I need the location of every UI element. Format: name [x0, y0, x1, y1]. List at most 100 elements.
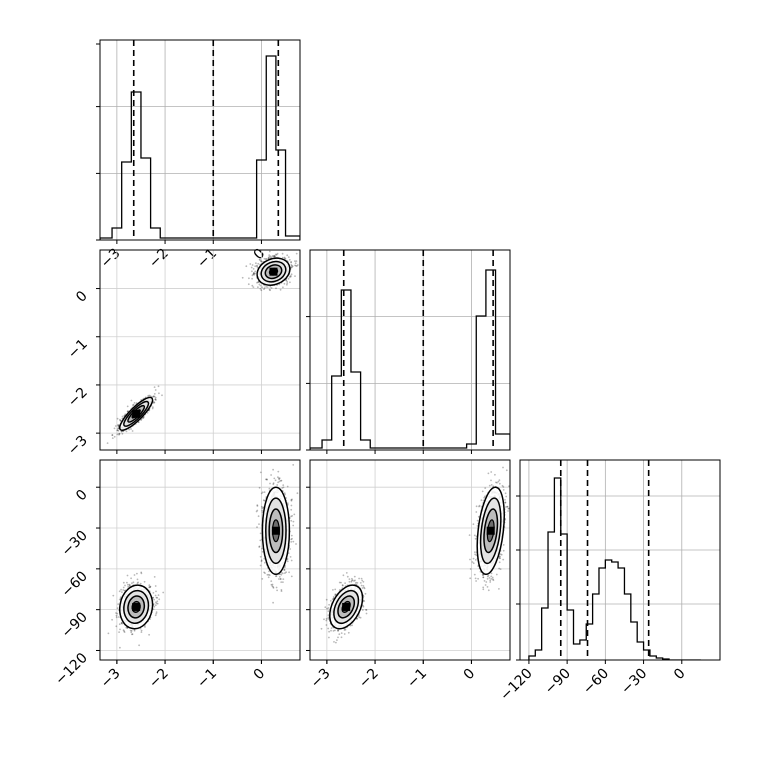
p1-vs-p3-sample-point [123, 630, 125, 633]
p2-vs-p3-sample-point [358, 577, 360, 580]
p1-vs-p2-sample-point [283, 256, 286, 259]
p1-vs-p3-sample-point [257, 515, 260, 518]
p1-vs-p3-sample-point [148, 586, 151, 589]
p1-vs-p2-sample-point [117, 429, 120, 432]
p1-vs-p3-sample-point [261, 547, 263, 550]
p1-vs-p3-sample-point [112, 594, 115, 597]
p1-vs-p2-sample-point [290, 273, 293, 276]
p1-vs-p3-sample-point [280, 479, 283, 482]
p1-vs-p2-sample-point [290, 264, 293, 266]
p1-vs-p3-sample-point [115, 612, 117, 614]
p1-vs-p2-sample-point [130, 428, 132, 430]
p1-vs-p2-sample-point [295, 252, 298, 255]
p1-vs-p2-sample-point [120, 430, 123, 433]
p2-vs-p3-sample-point [502, 466, 504, 469]
p2-vs-p3-sample-point [363, 587, 366, 590]
p1-vs-p3-sample-point [275, 575, 277, 578]
p1-vs-p2-sample-point [125, 430, 128, 433]
p1-vs-p2-sample-point [274, 255, 276, 258]
p1-vs-p2-sample-point [282, 286, 284, 289]
p2-vs-p3: −3 −2 −1 0 [306, 459, 511, 691]
p1-vs-p3-sample-point [148, 584, 151, 587]
p1-vs-p2-sample-point [152, 406, 154, 408]
p1-vs-p2-sample-point [146, 411, 149, 414]
p1-vs-p2-sample-point [289, 281, 291, 284]
p1-vs-p3-sample-point [276, 589, 278, 592]
p2-vs-p3-sample-point [475, 580, 477, 582]
p2-vs-p3-sample-point [482, 576, 485, 579]
p1-vs-p2-sample-point [272, 255, 275, 257]
p2-vs-p3-sample-point [490, 479, 492, 482]
p1-vs-p3-sample-point [126, 574, 129, 577]
p1-vs-p2-sample-point [142, 416, 145, 419]
p1-vs-p3-sample-point [290, 534, 293, 537]
p1-vs-p2-sample-point [285, 279, 287, 282]
p1-vs-p2-sample-point [273, 255, 276, 258]
p1-vs-p2-sample-point [260, 260, 262, 263]
p1-vs-p2-sample-point [120, 430, 123, 433]
p1-vs-p2-sample-point [116, 427, 119, 430]
p1-vs-p2-sample-point [116, 417, 119, 420]
p1-vs-p3-sample-point [259, 471, 262, 474]
p1-vs-p2-sample-point [263, 287, 266, 289]
p2-vs-p3-sample-point [334, 588, 337, 591]
p1-vs-p3-sample-point [138, 644, 141, 647]
p1-vs-p2-sample-point [119, 418, 121, 421]
p1-vs-p3-sample-point [279, 578, 282, 580]
p1-vs-p2-sample-point [147, 394, 150, 397]
p1-vs-p2-sample-point [265, 258, 267, 261]
p1-vs-p2-sample-point [262, 253, 264, 255]
p1-vs-p3-sample-point [286, 485, 289, 488]
p1-vs-p2-sample-point [106, 442, 109, 444]
p1-vs-p3-sample-point [278, 477, 281, 480]
p1-vs-p3-sample-point [129, 584, 131, 587]
p1-vs-p2-sample-point [117, 424, 119, 426]
p2-vs-p3-sample-point [472, 562, 475, 565]
p1-vs-p3-sample-point [273, 477, 276, 480]
p1-vs-p3-sample-point [127, 583, 129, 586]
p1-vs-p2-sample-point [118, 433, 120, 436]
p1-vs-p3-sample-point [263, 499, 266, 502]
p1-vs-p2-sample-point [294, 264, 296, 267]
p1-vs-p3-sample-point [122, 586, 125, 589]
p1-vs-p2-sample-point [158, 392, 160, 395]
p2-vs-p3-sample-point [345, 572, 348, 574]
p1-vs-p3-sample-point [137, 581, 140, 584]
p1-vs-p2-sample-point [251, 270, 253, 273]
p1-vs-p3-sample-point [118, 631, 120, 633]
p1-vs-p3-sample-point [153, 605, 156, 608]
p1-vs-p3-sample-point [118, 590, 121, 593]
p1-vs-p2-sample-point [257, 286, 259, 289]
p1-vs-p3-sample-point [115, 616, 118, 619]
p1-vs-p3-sample-point [260, 492, 263, 495]
p1-vs-p3-sample-point [277, 476, 279, 479]
p2-vs-p3-sample-point [337, 636, 339, 639]
p1-vs-p3-sample-point [117, 603, 120, 605]
p1-vs-p3-sample-point [261, 509, 264, 512]
p2-vs-p3-sample-point [362, 605, 365, 608]
p2-vs-p3-sample-point [356, 582, 359, 584]
p2-vs-p3-sample-point [498, 561, 501, 564]
p1-vs-p2-sample-point [254, 270, 257, 273]
p1-vs-p3-sample-point [131, 582, 133, 585]
p1-vs-p3-sample-point [284, 572, 286, 574]
p1-vs-p2-sample-point [118, 432, 121, 435]
p1-vs-p2-sample-point [286, 282, 289, 284]
p1-vs-p2-sample-point [119, 419, 122, 422]
p1-vs-p2-sample-point [273, 255, 275, 258]
p1-vs-p2-sample-point [257, 262, 260, 265]
p1-vs-p3-sample-point [258, 546, 261, 548]
p1-vs-p3-sample-point [139, 582, 142, 585]
p1-vs-p2-sample-point [133, 402, 136, 404]
p1-vs-p3-sample-point [153, 598, 156, 601]
p1-vs-p2-sample-point [253, 272, 255, 275]
p1-vs-p3-sample-point [260, 559, 263, 562]
p1-vs-p3-sample-point [149, 585, 152, 588]
p2-vs-p3-sample-point [361, 587, 364, 589]
p1-vs-p3-sample-point [284, 493, 286, 496]
p2-vs-p3-sample-point [351, 579, 354, 581]
p2-vs-p3-sample-point [363, 600, 366, 602]
p1-vs-p2-sample-point [268, 288, 271, 291]
p1-vs-p2-sample-point [256, 264, 258, 267]
